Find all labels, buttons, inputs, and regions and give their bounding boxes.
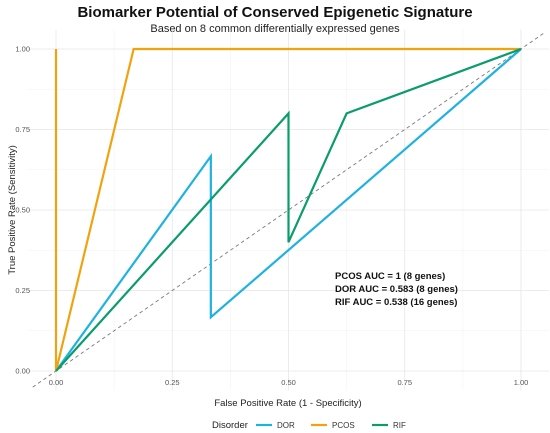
y-tick-label: 0.75: [15, 125, 30, 134]
tick-labels: 0.00 0.25 0.50 0.75 1.00 0.00 0.25 0.50 0.75 1.00: [15, 45, 528, 388]
legend-label-pcos: PCOS: [332, 421, 355, 430]
x-tick-label: 0.50: [281, 378, 296, 387]
annotation-dor-auc: DOR AUC = 0.583 (8 genes): [335, 284, 458, 295]
x-tick-label: 0.00: [49, 378, 64, 387]
x-axis-title: False Positive Rate (1 - Specificity): [214, 398, 361, 409]
y-axis-title: True Positive Rate (Sensitivity): [7, 145, 18, 275]
series-line-dor: [55, 48, 522, 372]
legend-label-rif: RIF: [393, 421, 406, 430]
legend: Disorder DOR PCOS RIF: [212, 420, 406, 431]
y-tick-label: 0.25: [15, 286, 30, 295]
annotation-pcos-auc: PCOS AUC = 1 (8 genes): [335, 271, 445, 282]
legend-title: Disorder: [212, 420, 248, 431]
x-tick-label: 0.25: [165, 378, 180, 387]
chart-title: Biomarker Potential of Conserved Epigene…: [77, 4, 472, 21]
chart-subtitle: Based on 8 common differentially express…: [150, 23, 400, 35]
series-line-rif: [55, 47, 522, 372]
y-tick-label: 0.50: [15, 206, 30, 215]
y-tick-label: 1.00: [15, 45, 30, 54]
annotation-rif-auc: RIF AUC = 0.538 (16 genes): [335, 297, 457, 308]
x-tick-label: 1.00: [514, 378, 529, 387]
y-tick-label: 0.00: [15, 367, 30, 376]
x-tick-label: 0.75: [397, 378, 412, 387]
legend-label-dor: DOR: [277, 421, 295, 430]
series-lines: [54, 47, 522, 372]
auc-annotations: PCOS AUC = 1 (8 genes) DOR AUC = 0.583 (…: [335, 271, 458, 308]
